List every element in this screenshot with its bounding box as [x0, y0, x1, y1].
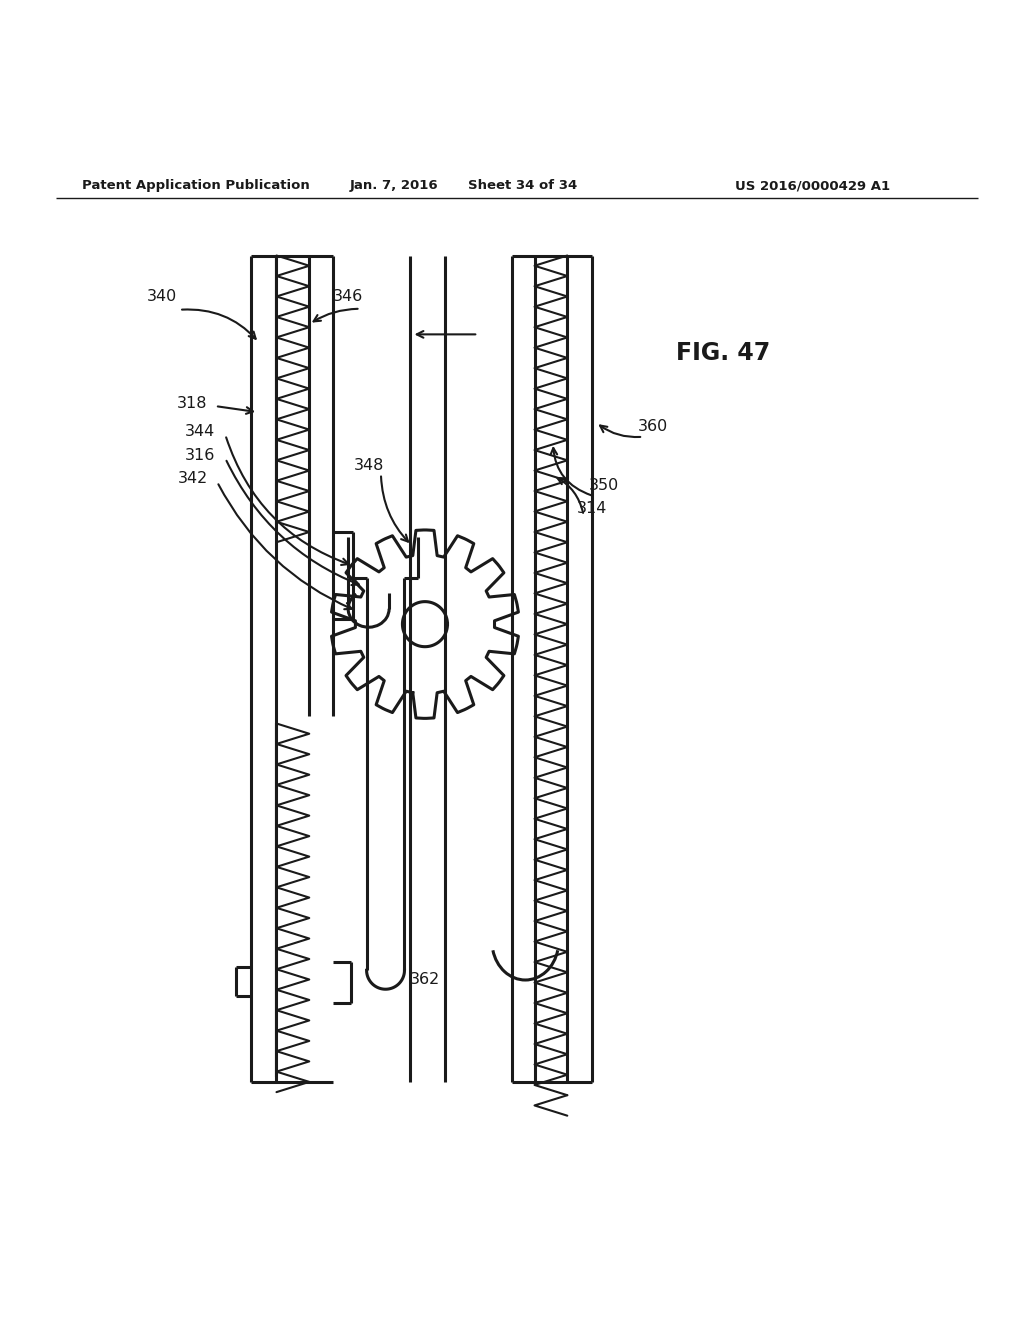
- Text: 340: 340: [146, 289, 177, 304]
- Text: 316: 316: [184, 447, 215, 463]
- Text: 318: 318: [177, 396, 208, 412]
- Text: US 2016/0000429 A1: US 2016/0000429 A1: [735, 180, 890, 193]
- Text: 344: 344: [184, 424, 215, 440]
- Text: Jan. 7, 2016: Jan. 7, 2016: [350, 180, 438, 193]
- Text: 348: 348: [353, 458, 384, 473]
- Text: Patent Application Publication: Patent Application Publication: [82, 180, 309, 193]
- Text: 314: 314: [577, 502, 607, 516]
- Text: 350: 350: [589, 478, 620, 494]
- Text: 362: 362: [410, 972, 440, 987]
- Text: FIG. 47: FIG. 47: [676, 341, 770, 364]
- Text: 346: 346: [333, 289, 364, 304]
- Text: 360: 360: [638, 418, 669, 434]
- Text: 342: 342: [177, 471, 208, 486]
- Text: Sheet 34 of 34: Sheet 34 of 34: [468, 180, 577, 193]
